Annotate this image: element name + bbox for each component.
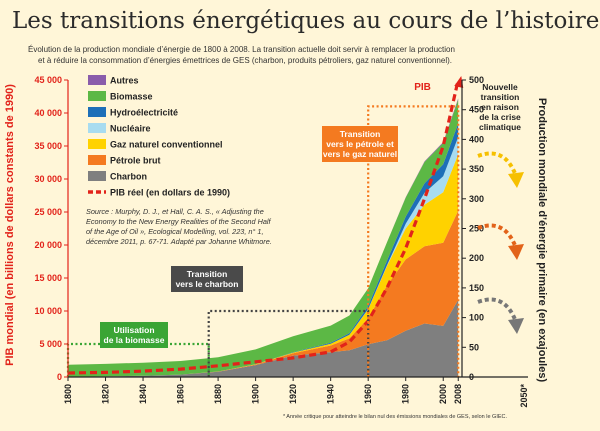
x-tick-label: 1900 — [251, 384, 261, 404]
y-right-tick-label: 450 — [469, 105, 484, 115]
x-tick-label: 1880 — [213, 384, 223, 404]
oil-period-box — [367, 105, 460, 377]
legend-swatch-hydro — [88, 107, 106, 117]
y-left-tick-label: 35 000 — [34, 141, 62, 151]
area-biomasse — [68, 99, 459, 377]
y-left-tick-label: 0 — [57, 372, 62, 382]
new-transition-text: de la crise — [479, 112, 521, 122]
oil-label-bg — [322, 126, 398, 162]
x-tick-label-2050: 2050* — [519, 384, 529, 408]
x-tick-label: 1920 — [288, 384, 298, 404]
y-left-tick-label: 20 000 — [34, 240, 62, 250]
pib-line — [67, 79, 460, 375]
footnote: * Année critique pour atteindre le bilan… — [283, 414, 508, 420]
x-tick-label: 1820 — [101, 384, 111, 404]
plot-areas — [68, 98, 459, 377]
y-left-tick-label: 40 000 — [34, 108, 62, 118]
area-petrole — [68, 210, 459, 377]
y-left-tick-label: 25 000 — [34, 207, 62, 217]
oil-label-text: Transition — [340, 129, 381, 139]
y-right-tick-label: 350 — [469, 164, 484, 174]
x-tick-label: 1860 — [176, 384, 186, 404]
x-tick-label: 2000 — [438, 384, 448, 404]
x-tick-label: 1840 — [138, 384, 148, 404]
legend-label-autres: Autres — [110, 76, 139, 86]
x-tick-label: 1980 — [401, 384, 411, 404]
future-arrow-orange-body — [477, 223, 518, 249]
chart-subtitle-line-2: et à réduire la consommation d’énergies … — [38, 56, 452, 65]
biomass-label-text: de la biomasse — [104, 335, 165, 345]
new-transition-text: transition — [481, 92, 520, 102]
legend-label-nucleaire: Nucléaire — [110, 124, 151, 134]
plot-line: PIB — [67, 76, 464, 375]
pib-label: PIB — [414, 82, 431, 93]
y-right-tick-label: 500 — [469, 75, 484, 85]
oil-label-text: vers le gaz naturel — [323, 149, 397, 159]
legend-label-pib: PIB réel (en dollars de 1990) — [110, 188, 230, 198]
y-left-tick-label: 5 000 — [39, 339, 62, 349]
legend-swatch-nucleaire — [88, 123, 106, 133]
y-left-tick-label: 30 000 — [34, 174, 62, 184]
x-tick-label: 2008 — [453, 384, 463, 404]
future-arrow-yellow-body — [477, 151, 518, 177]
biomass-label-text: Utilisation — [113, 325, 154, 335]
new-transition-text: en raison — [481, 102, 519, 112]
new-transition-text: climatique — [479, 122, 521, 132]
x-tick-label: 1960 — [363, 384, 373, 404]
coal-label-text: Transition — [187, 269, 228, 279]
axis-left: 0 5 000 10 000 15 000 20 000 25 000 30 000 35 0… — [34, 75, 69, 382]
future-arrows — [477, 151, 524, 334]
source-line: décembre 2011, p. 67-71. Adapté par Joha… — [86, 237, 272, 246]
y-right-tick-label: 300 — [469, 194, 484, 204]
legend-label-charbon: Charbon — [110, 172, 147, 182]
legend: Autres Biomasse Hydroélectricité Nucléaire G… — [88, 75, 230, 198]
new-transition-text: Nouvelle — [482, 82, 518, 92]
biomass-period-box — [66, 342, 210, 377]
future-arrow-gray-head — [508, 318, 524, 334]
axis-x: 1800 1820 1840 1860 1880 1900 1920 1940 1960 1980… — [63, 376, 529, 408]
y-right-tick-label: 400 — [469, 134, 484, 144]
x-tick-label: 1940 — [326, 384, 336, 404]
y-right-tick-label: 100 — [469, 313, 484, 323]
coal-label-bg — [171, 266, 243, 292]
area-charbon — [68, 299, 459, 377]
biomass-label-bg — [100, 322, 168, 348]
legend-swatch-biomasse — [88, 91, 106, 101]
coal-label-text: vers le charbon — [176, 279, 239, 289]
y-right-tick-label: 50 — [469, 342, 479, 352]
source-line: of the Age of Oil », Ecological Modellin… — [86, 227, 263, 236]
chart-subtitle-line-1: Évolution de la production mondiale d’én… — [28, 45, 455, 54]
y-axis-right-label: Production mondiale d’énergie primaire (… — [536, 98, 548, 383]
legend-swatch-petrole — [88, 155, 106, 165]
source-note: Source : Murphy, D. J., et Hall, C. A. S… — [86, 207, 272, 246]
y-left-tick-label: 10 000 — [34, 306, 62, 316]
legend-label-biomasse: Biomasse — [110, 92, 153, 102]
y-left-tick-label: 45 000 — [34, 75, 62, 85]
legend-swatch-gaz — [88, 139, 106, 149]
chart-title: Les transitions énergétiques au cours de… — [12, 8, 599, 34]
y-left-tick-label: 15 000 — [34, 273, 62, 283]
pib-arrowhead — [454, 76, 464, 88]
future-arrow-yellow-head — [508, 172, 524, 188]
future-arrow-orange-head — [508, 244, 524, 260]
y-right-tick-label: 150 — [469, 283, 484, 293]
x-tick-label: 1800 — [63, 384, 73, 404]
legend-label-petrole: Pétrole brut — [110, 156, 161, 166]
source-line: Source : Murphy, D. J., et Hall, C. A. S… — [86, 207, 264, 216]
legend-swatch-charbon — [88, 171, 106, 181]
y-right-tick-label: 250 — [469, 224, 484, 234]
oil-label-text: vers le pétrole et — [326, 139, 394, 149]
future-arrow-gray-body — [477, 297, 518, 323]
legend-label-hydro: Hydroélectricité — [110, 108, 178, 118]
legend-label-gaz: Gaz naturel conventionnel — [110, 140, 223, 150]
y-right-tick-label: 200 — [469, 253, 484, 263]
legend-swatch-autres — [88, 75, 106, 85]
y-axis-left-label: PIB mondial (en billions de dollars cons… — [4, 84, 16, 366]
area-gaz — [68, 154, 459, 377]
source-line: Economy to the New Energy Realities of t… — [86, 217, 272, 226]
